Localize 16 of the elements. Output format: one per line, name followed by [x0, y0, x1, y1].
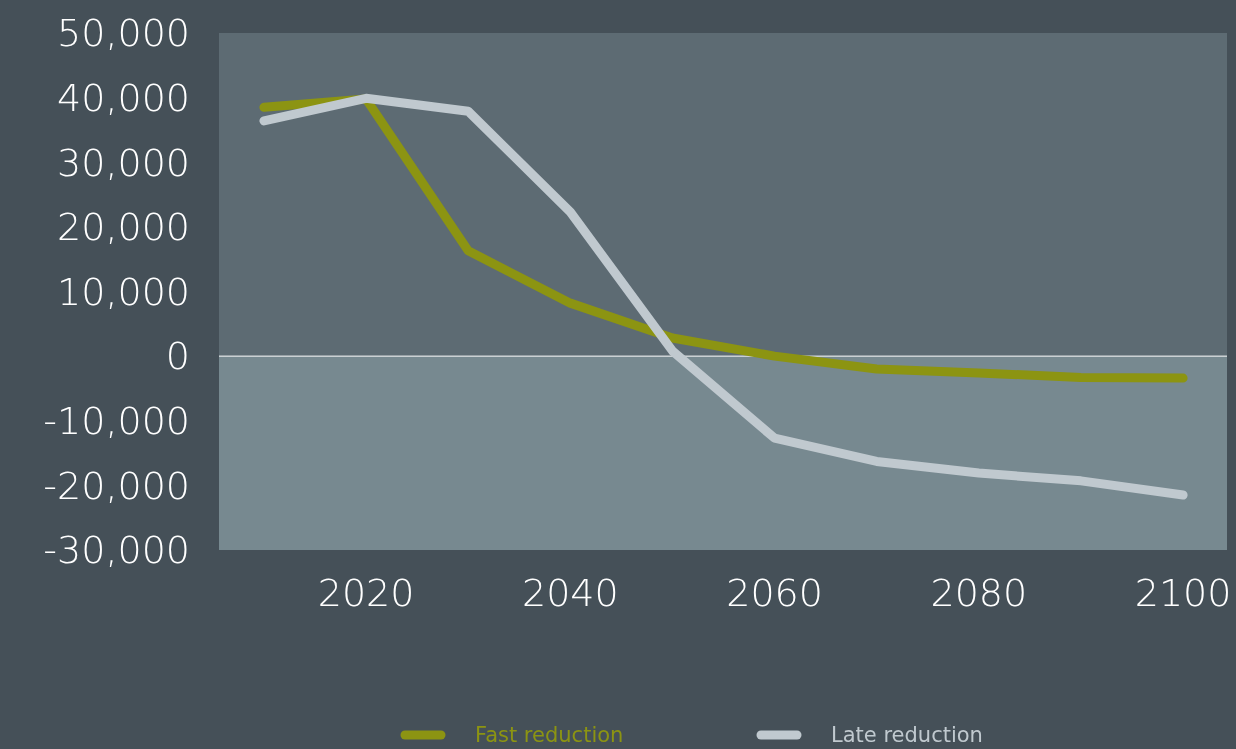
x-tick-label: 2100 — [1134, 571, 1232, 615]
y-tick-label: 20,000 — [57, 205, 190, 250]
y-tick-label: -30,000 — [43, 528, 190, 573]
x-tick-label: 2040 — [521, 571, 619, 615]
y-tick-label: -10,000 — [43, 399, 190, 444]
x-tick-label: 2060 — [726, 571, 823, 615]
y-tick-label: -20,000 — [43, 463, 190, 508]
legend-label: Fast reduction — [475, 723, 624, 748]
legend-label: Late reduction — [831, 723, 983, 748]
y-tick-label: 10,000 — [57, 269, 190, 314]
y-tick-label: 30,000 — [57, 140, 190, 185]
x-tick-label: 2080 — [930, 571, 1028, 615]
x-tick-label: 2020 — [317, 571, 415, 615]
y-tick-label: 50,000 — [57, 11, 190, 56]
y-tick-label: 40,000 — [57, 75, 190, 120]
y-tick-label: 0 — [165, 334, 190, 379]
